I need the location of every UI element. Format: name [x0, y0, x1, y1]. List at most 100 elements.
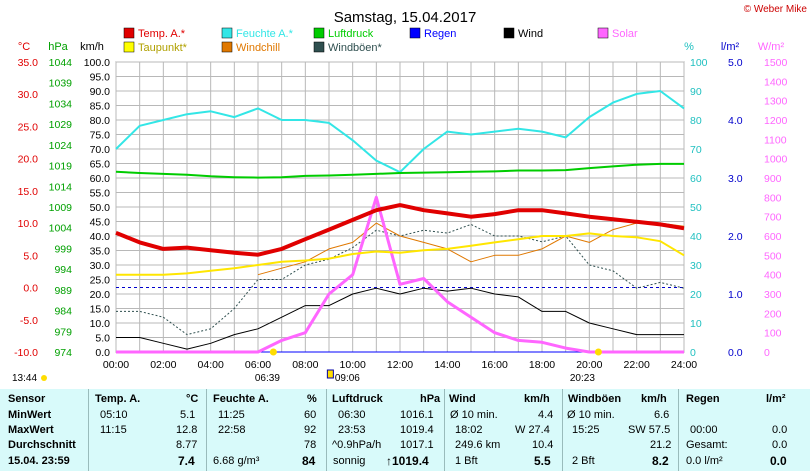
- time-tick-label: 22:00: [624, 359, 650, 371]
- wind-tick-label: 70.0: [90, 144, 111, 156]
- rain-value: 0.0: [770, 454, 787, 468]
- legend-label: Wind: [518, 28, 543, 40]
- solar-tick-label: 1300: [764, 96, 788, 108]
- wind-beaufort: 1 Bft: [455, 455, 478, 467]
- legend-swatch: [123, 27, 135, 39]
- header-gust-unit: km/h: [641, 393, 667, 405]
- gust-value: 8.2: [652, 454, 669, 468]
- credit-text: © Weber Mike: [744, 4, 808, 15]
- rain-rate: 0.0 l/m²: [686, 455, 723, 467]
- rain-tick-label: 3.0: [728, 173, 743, 185]
- humidity-tick-label: 90: [690, 86, 702, 98]
- wind-tick-label: 15.0: [90, 304, 111, 316]
- humidity-tick-label: 30: [690, 260, 702, 272]
- time-tick-label: 16:00: [482, 359, 508, 371]
- header-wind: Wind: [449, 393, 476, 405]
- rain-tick-label: 1.0: [728, 289, 743, 301]
- solar-tick-label: 800: [764, 192, 782, 204]
- series-line-wind: [116, 287, 684, 350]
- legend-label: Taupunkt*: [138, 42, 188, 54]
- solar-tick-label: 600: [764, 231, 782, 243]
- series-line-luftdruck: [115, 162, 684, 179]
- pressure-tick-label: 994: [54, 264, 72, 276]
- gust-value: 6.6: [654, 409, 670, 421]
- series-line-windchill: [257, 222, 685, 276]
- wind-time: 18:02: [455, 424, 483, 436]
- rain-label: Gesamt:: [686, 439, 728, 451]
- pressure-time: 06:30: [338, 409, 366, 421]
- legend-label: Temp. A.*: [138, 28, 186, 40]
- header-rain: Regen: [686, 393, 720, 405]
- row-label: MaxWert: [8, 424, 54, 436]
- moonset-time: 09:06: [335, 373, 360, 384]
- series-line-taupunkt: [116, 232, 685, 276]
- pressure-unit-label: hPa: [48, 41, 68, 53]
- temp-time: 05:10: [100, 409, 128, 421]
- legend-swatch: [597, 27, 609, 39]
- wind-tick-label: 20.0: [90, 289, 111, 301]
- legend-label: Regen: [424, 28, 456, 40]
- wind-tick-label: 60.0: [90, 173, 111, 185]
- temp-tick-label: -10.0: [14, 347, 38, 359]
- humidity-tick-label: 70: [690, 144, 702, 156]
- temp-value: 12.8: [176, 424, 198, 436]
- wind-tick-label: 85.0: [90, 101, 111, 113]
- rain-time: 00:00: [690, 424, 718, 436]
- humidity-absolute: 6.68 g/m³: [213, 455, 260, 467]
- column-separator: [444, 389, 445, 471]
- rain-tick-label: 0.0: [728, 347, 743, 359]
- column-separator: [678, 389, 679, 471]
- humidity-value: 84: [302, 454, 316, 468]
- table-header-row: Sensor Temp. A. °C Feuchte A. % Luftdruc…: [0, 392, 810, 406]
- pressure-value: 1016.1: [400, 409, 434, 421]
- solar-tick-label: 200: [764, 308, 782, 320]
- header-rain-unit: l/m²: [766, 393, 786, 405]
- wind-tick-label: 80.0: [90, 115, 111, 127]
- humidity-tick-label: 80: [690, 115, 702, 127]
- header-gust: Windböen: [568, 393, 622, 405]
- gust-label: Ø 10 min.: [567, 409, 615, 421]
- temp-unit-label: °C: [18, 41, 30, 53]
- wind-tick-label: 65.0: [90, 159, 111, 171]
- time-tick-label: 02:00: [150, 359, 176, 371]
- pressure-value: 1017.1: [400, 439, 434, 451]
- temp-tick-label: 10.0: [18, 218, 39, 230]
- wind-value: 10.4: [532, 439, 554, 451]
- solar-unit-label: W/m²: [758, 41, 785, 53]
- pressure-tick-label: 974: [54, 347, 72, 359]
- wind-tick-label: 100.0: [84, 57, 110, 69]
- pressure-value: ↑1019.4: [386, 454, 429, 468]
- time-tick-label: 00:00: [103, 359, 129, 371]
- humidity-value: 60: [304, 409, 317, 421]
- wind-tick-label: 25.0: [90, 275, 111, 287]
- sunset-marker: [594, 348, 602, 356]
- pressure-trend: ^0.9hPa/h: [332, 439, 382, 451]
- series-line-tempa: [115, 203, 685, 257]
- pressure-tick-label: 1004: [49, 223, 73, 235]
- table-row-max: MaxWert 11:15 12.8 22:58 92 23:53 1019.4…: [0, 423, 810, 437]
- wind-tick-label: 45.0: [90, 217, 111, 229]
- legend-label: Windchill: [236, 42, 280, 54]
- pressure-tick-label: 979: [54, 326, 72, 338]
- pressure-tick-label: 999: [54, 243, 72, 255]
- legend-label: Feuchte A.*: [236, 28, 294, 40]
- wind-value: 5.5: [534, 454, 551, 468]
- rain-tick-label: 2.0: [728, 231, 743, 243]
- solar-tick-label: 500: [764, 250, 782, 262]
- wind-tick-label: 10.0: [90, 318, 111, 330]
- wind-tick-label: 50.0: [90, 202, 111, 214]
- time-tick-label: 04:00: [198, 359, 224, 371]
- time-tick-label: 20:00: [576, 359, 602, 371]
- pressure-tick-label: 1044: [49, 57, 73, 69]
- gust-value: 21.2: [650, 439, 672, 451]
- pressure-tick-label: 1029: [49, 119, 73, 131]
- rain-tick-label: 5.0: [728, 57, 743, 69]
- temp-tick-label: 0.0: [23, 283, 38, 295]
- wind-tick-label: 55.0: [90, 188, 111, 200]
- legend-swatch: [313, 27, 325, 39]
- time-tick-label: 08:00: [292, 359, 318, 371]
- solar-tick-label: 1000: [764, 154, 788, 166]
- column-separator: [206, 389, 207, 471]
- pressure-tick-label: 1024: [49, 140, 73, 152]
- humidity-time: 11:25: [218, 409, 245, 421]
